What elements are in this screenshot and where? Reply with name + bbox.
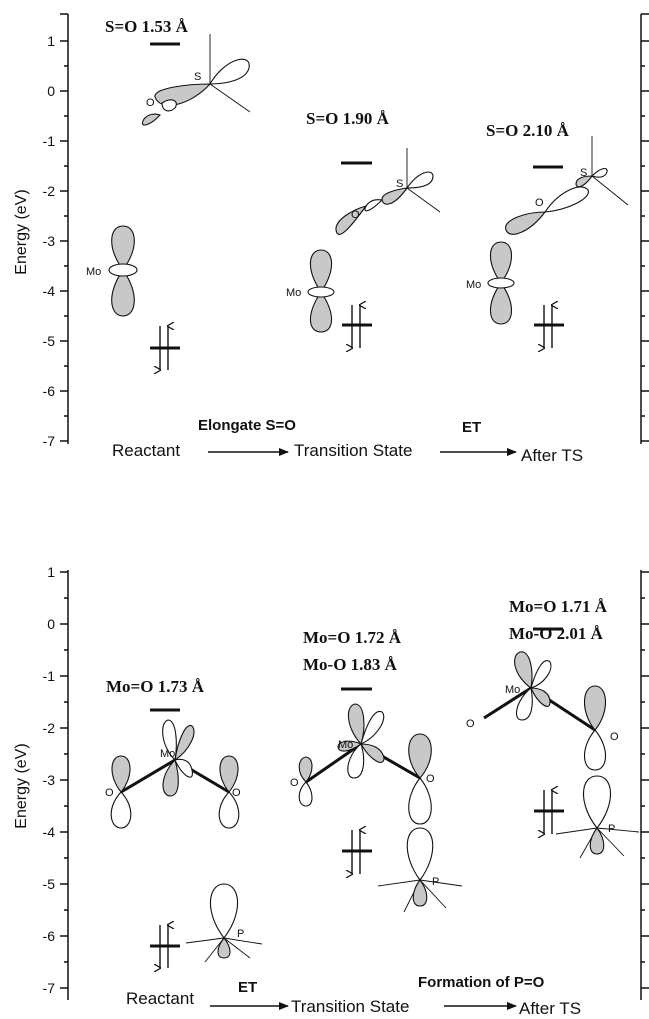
p-orbital-after — [555, 775, 640, 859]
top-tick-labels: 1 0 -1 -2 -3 -4 -5 -6 -7 — [43, 33, 56, 449]
bottom-right-ticks — [641, 571, 649, 989]
y-axis-label: Energy (eV) — [13, 189, 30, 274]
tick-label: -6 — [43, 928, 56, 944]
mo-d-orbital-ts — [307, 249, 335, 333]
y-axis-label: Energy (eV) — [13, 743, 30, 828]
atom-label: O — [466, 718, 475, 730]
atom-label: O — [105, 787, 114, 799]
step-label: Formation of P=O — [418, 974, 545, 991]
bottom-panel: 1 0 -1 -2 -3 -4 -5 -6 -7 Energy (eV) Mo=… — [13, 564, 649, 1018]
tick-label: -7 — [43, 980, 56, 996]
tick-label: -1 — [43, 668, 56, 684]
tick-label: -7 — [43, 433, 56, 449]
geometry-label: Mo-O 1.83 Å — [303, 655, 398, 674]
stage-label: Transition State — [294, 441, 412, 460]
atom-label: P — [432, 876, 439, 888]
atom-label: O — [290, 777, 299, 789]
tick-label: -6 — [43, 383, 56, 399]
moo-orbital-after — [483, 651, 607, 771]
so-orbital-after — [505, 136, 629, 235]
atom-label: O — [610, 731, 619, 743]
step-label: ET — [462, 419, 481, 436]
step-label: ET — [238, 979, 257, 996]
step-label: Elongate S=O — [198, 417, 296, 434]
mo-d-orbital-after — [487, 241, 515, 325]
stage-label: Reactant — [112, 441, 180, 460]
geometry-label: S=O 2.10 Å — [486, 121, 570, 140]
atom-label: P — [608, 823, 615, 835]
occupied-level-arrows — [150, 925, 180, 968]
tick-label: -4 — [43, 283, 56, 299]
atom-label: Mo — [466, 279, 481, 291]
geometry-label: S=O 1.90 Å — [306, 109, 390, 128]
mo-d-orbital — [108, 225, 138, 317]
so-orbital-ts — [335, 148, 441, 235]
atom-label: Mo — [286, 287, 301, 299]
atom-label: P — [237, 928, 244, 940]
tick-label: -5 — [43, 333, 56, 349]
moo-orbital-reactant — [110, 719, 240, 829]
tick-label: -2 — [43, 183, 56, 199]
occupied-level-arrows — [150, 326, 180, 370]
moo-orbital-ts — [298, 703, 432, 825]
tick-label: 1 — [47, 33, 55, 49]
tick-label: 0 — [47, 83, 55, 99]
stage-label: After TS — [521, 446, 583, 465]
tick-label: -4 — [43, 824, 56, 840]
tick-label: -1 — [43, 133, 56, 149]
occupied-level-arrows — [342, 305, 372, 348]
tick-label: -5 — [43, 876, 56, 892]
tick-label: 1 — [47, 564, 55, 580]
occupied-level-arrows — [534, 790, 564, 834]
tick-label: 0 — [47, 616, 55, 632]
stage-label: Transition State — [291, 997, 409, 1016]
geometry-label: Mo=O 1.71 Å — [509, 597, 608, 616]
atom-label: S — [396, 178, 403, 190]
atom-label: Mo — [86, 266, 101, 278]
atom-label: O — [146, 97, 155, 109]
so-orbital — [142, 34, 251, 126]
p-orbital-ts — [377, 827, 463, 913]
atom-label: S — [194, 71, 201, 83]
stage-label: Reactant — [126, 989, 194, 1008]
geometry-label: S=O 1.53 Å — [105, 17, 189, 36]
atom-label: Mo — [338, 739, 353, 751]
occupied-level-arrows — [342, 830, 372, 874]
atom-label: Mo — [160, 748, 175, 760]
geometry-label: Mo=O 1.72 Å — [303, 628, 402, 647]
p-orbital-reactant — [185, 883, 263, 963]
atom-label: Mo — [505, 684, 520, 696]
occupied-level-arrows — [534, 305, 564, 348]
atom-label: O — [232, 787, 241, 799]
bottom-left-ticks — [60, 571, 68, 989]
top-left-ticks — [60, 13, 68, 442]
geometry-label: Mo=O 1.73 Å — [106, 677, 205, 696]
stage-label: After TS — [519, 999, 581, 1018]
atom-label: O — [535, 197, 544, 209]
bottom-tick-labels: 1 0 -1 -2 -3 -4 -5 -6 -7 — [43, 564, 56, 996]
atom-label: O — [426, 773, 435, 785]
tick-label: -2 — [43, 720, 56, 736]
geometry-label: Mo-O 2.01 Å — [509, 624, 604, 643]
tick-label: -3 — [43, 233, 56, 249]
top-panel: 1 0 -1 -2 -3 -4 -5 -6 -7 Energy (eV) S=O… — [13, 13, 649, 465]
atom-label: O — [351, 209, 360, 221]
atom-label: S — [580, 167, 587, 179]
top-right-ticks — [641, 13, 649, 442]
tick-label: -3 — [43, 772, 56, 788]
